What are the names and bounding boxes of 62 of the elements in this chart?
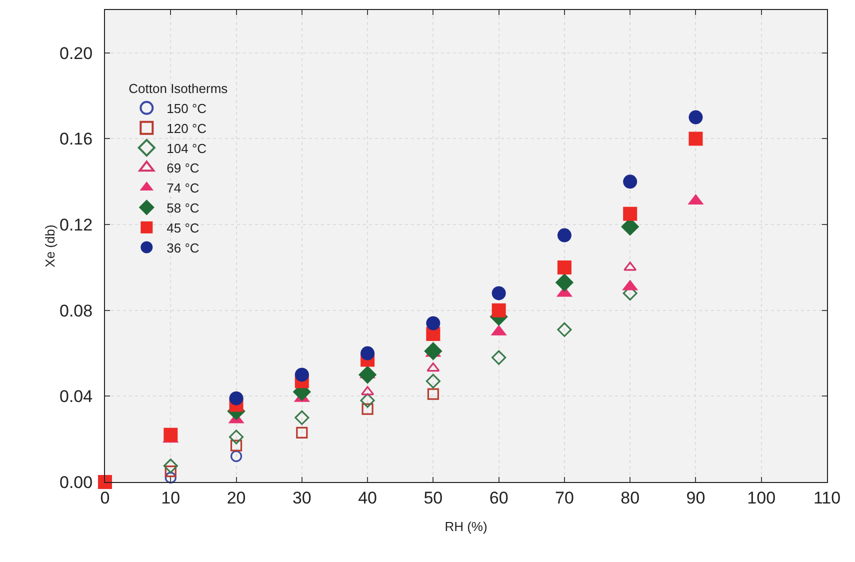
point (624, 262, 637, 271)
point (688, 132, 703, 146)
point (296, 426, 308, 438)
point (164, 428, 178, 442)
legend-label: 74 °C (166, 180, 200, 196)
point (98, 475, 112, 489)
y-tick-label: 0.20 (60, 44, 93, 63)
point (555, 273, 574, 292)
x-tick-label: 20 (226, 488, 246, 508)
point (688, 110, 703, 124)
point (426, 316, 440, 330)
legend-label: 104 °C (166, 140, 207, 156)
y-tick-label: 0.04 (60, 387, 93, 406)
y-tick-label: 0.12 (60, 216, 93, 234)
point (163, 458, 178, 474)
point (557, 260, 572, 274)
point (492, 286, 506, 300)
x-tick-label: 0 (100, 488, 110, 508)
legend-title: Cotton Isotherms (128, 80, 228, 96)
point (362, 403, 374, 415)
point (426, 374, 440, 388)
x-tick-label: 30 (292, 488, 312, 508)
x-tick-label: 40 (358, 488, 378, 508)
legend-label: 69 °C (166, 160, 200, 176)
x-tick-label: 100 (747, 488, 776, 508)
point (492, 303, 506, 318)
point (557, 228, 572, 242)
point (358, 366, 377, 384)
point (427, 388, 439, 400)
point (294, 410, 310, 425)
point (360, 393, 375, 408)
x-tick-label: 70 (554, 488, 574, 508)
point (230, 440, 242, 452)
x-axis-title: RH (%) (444, 519, 488, 534)
y-tick-label: 0.08 (60, 301, 93, 320)
point (426, 362, 440, 372)
point (164, 465, 176, 478)
point (294, 368, 309, 382)
legend-label: 45 °C (166, 220, 200, 236)
y-axis-title: Xe (db) (42, 224, 58, 268)
x-tick-label: 10 (161, 488, 180, 508)
legend-label: 36 °C (166, 240, 200, 256)
y-tick-label: 0.16 (60, 130, 93, 149)
legend-label: 58 °C (166, 200, 200, 216)
x-tick-label: 80 (620, 488, 640, 508)
point (229, 391, 244, 406)
x-tick-label: 50 (424, 488, 443, 508)
point (492, 350, 506, 365)
y-tick-label: 0.00 (60, 472, 93, 492)
point (623, 174, 638, 189)
legend-label: 150 °C (166, 101, 207, 116)
legend-label: 120 °C (166, 120, 207, 136)
point (623, 206, 638, 221)
point (557, 322, 572, 337)
x-tick-label: 90 (686, 488, 706, 508)
point (424, 342, 442, 360)
point (228, 430, 244, 444)
point (360, 346, 375, 360)
x-tick-label: 110 (813, 488, 841, 508)
point (164, 472, 176, 484)
x-tick-label: 60 (489, 488, 508, 508)
point (230, 450, 242, 462)
